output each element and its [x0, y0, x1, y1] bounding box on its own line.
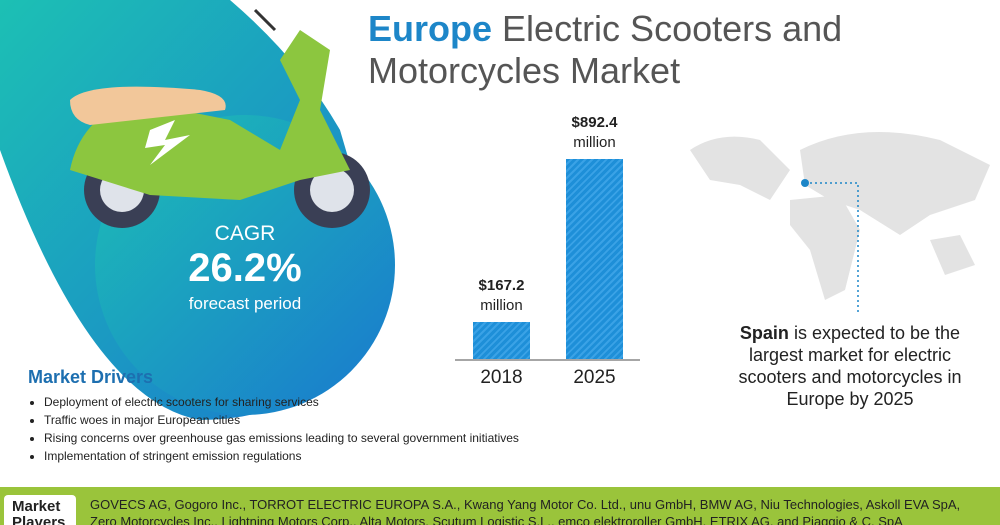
x-tick-label: 2018 [480, 367, 523, 388]
cagr-label: CAGR [214, 222, 276, 245]
spain-text: is expected to be the largest market for… [738, 323, 962, 409]
value-label: $892.4 million [571, 114, 618, 151]
title-rest: Electric Scooters and Motorcycles Market [368, 8, 843, 91]
drivers-title: Market Drivers [28, 367, 154, 387]
players-label: Market Players [4, 495, 76, 525]
scooter [70, 8, 370, 228]
bar [473, 321, 530, 359]
players-text: GOVECS AG, Gogoro Inc., TORROT ELECTRIC … [90, 497, 961, 525]
players-band [0, 487, 1000, 525]
world-map [690, 132, 990, 300]
driver-item: Traffic woes in major European cities [44, 411, 668, 429]
spain-leader [805, 182, 859, 315]
cagr-value: 26.2% [188, 246, 302, 290]
value-label: $167.2 million [478, 276, 525, 314]
x-tick-label: 2025 [573, 367, 616, 388]
spain-bold: Spain [739, 323, 789, 343]
bar [566, 159, 623, 359]
driver-item: Rising concerns over greenhouse gas emis… [44, 429, 668, 447]
cagr-caption: forecast period [188, 294, 302, 313]
driver-item: Implementation of stringent emission reg… [44, 447, 668, 465]
title-bold: Europe [368, 8, 493, 49]
driver-item: Deployment of electric scooters for shar… [44, 393, 668, 411]
spain-note: Spain is expected to be the largest mark… [720, 322, 980, 410]
drivers-list: Deployment of electric scooters for shar… [28, 393, 668, 465]
title: Europe Electric Scooters and Motorcycles… [368, 8, 928, 92]
